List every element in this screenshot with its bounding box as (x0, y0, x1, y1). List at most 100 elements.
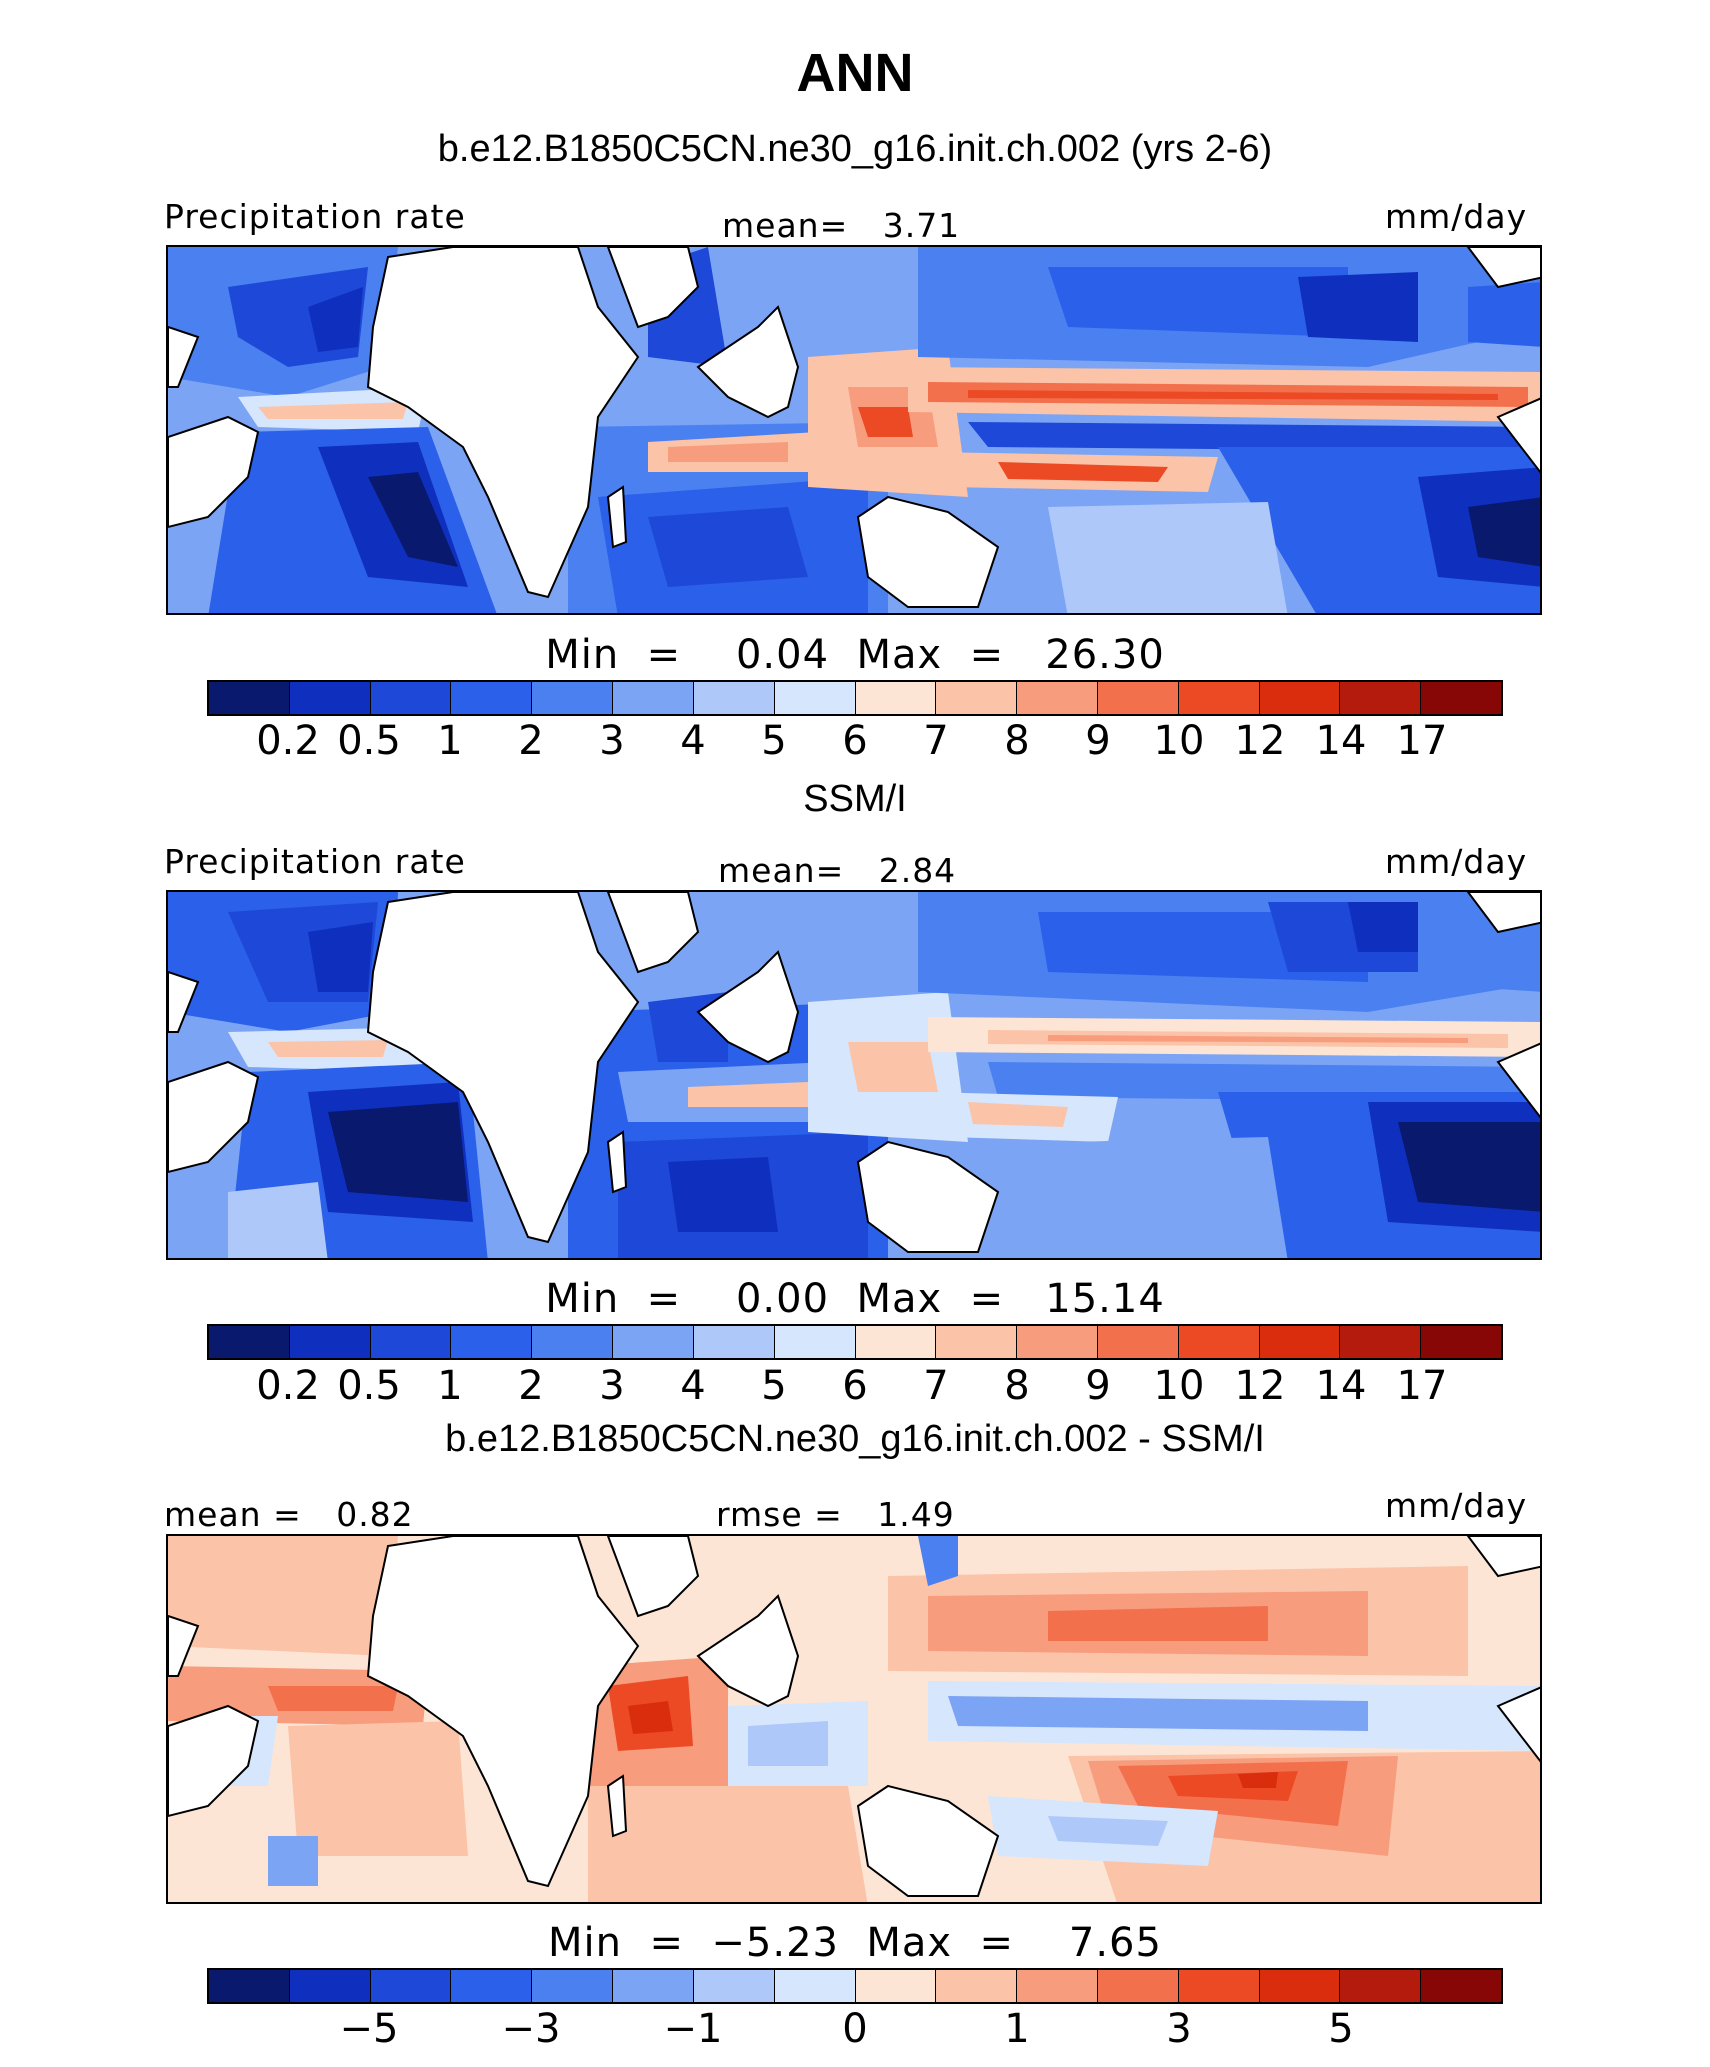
colorbar-tick-label: 2 (518, 1363, 544, 1409)
panel-2-title: SSM/I (803, 778, 907, 820)
colorbar-tick-label: 7 (923, 718, 949, 764)
colorbar-swatch (936, 1970, 1018, 2002)
colorbar-tick-label: 12 (1234, 1363, 1286, 1409)
colorbar-swatch (370, 682, 452, 714)
colorbar-swatch (1340, 682, 1422, 714)
colorbar-swatch (1340, 1326, 1422, 1358)
colorbar-swatch (693, 1970, 775, 2002)
panel-3-rmse-label: rmse = 1.49 (716, 1495, 955, 1534)
colorbar-swatch (209, 1970, 290, 2002)
panel-3-minmax: Min = −5.23 Max = 7.65 (548, 1920, 1162, 1966)
colorbar-tick-label: 1 (437, 718, 463, 764)
colorbar-tick-label: 10 (1153, 1363, 1205, 1409)
colorbar-tick-label: 5 (761, 1363, 787, 1409)
colorbar-swatch (1017, 1970, 1098, 2002)
colorbar-tick-label: 9 (1085, 718, 1111, 764)
colorbar-swatch (289, 1970, 371, 2002)
panel-1-units-label: mm/day (1385, 197, 1528, 236)
colorbar-swatch (209, 682, 290, 714)
colorbar-swatch (693, 682, 775, 714)
colorbar-swatch (1178, 682, 1260, 714)
colorbar-tick-label: 17 (1396, 718, 1448, 764)
colorbar-swatch (1178, 1970, 1260, 2002)
colorbar-tick-label: 10 (1153, 718, 1205, 764)
page-title: ANN (796, 43, 914, 103)
panel-3-colorbar-labels: −5 −3 −1 0 1 3 5 (207, 2006, 1503, 2054)
colorbar-swatch (1097, 1326, 1179, 1358)
colorbar-swatch (774, 1326, 856, 1358)
panel-3-units-label: mm/day (1385, 1486, 1528, 1525)
colorbar-swatch (1017, 1326, 1098, 1358)
colorbar-swatch (936, 1326, 1018, 1358)
colorbar-swatch (370, 1326, 452, 1358)
colorbar-swatch (774, 682, 856, 714)
colorbar-tick-label: 8 (1004, 718, 1030, 764)
colorbar-swatch (693, 1326, 775, 1358)
panel-1-variable-label: Precipitation rate (164, 197, 466, 236)
colorbar-swatch (209, 1326, 290, 1358)
panel-2-variable-label: Precipitation rate (164, 842, 466, 881)
colorbar-swatch (1259, 1326, 1341, 1358)
colorbar-tick-label: 12 (1234, 718, 1286, 764)
colorbar-swatch (613, 682, 694, 714)
panel-3-map (166, 1534, 1542, 1904)
colorbar-tick-label: 0.5 (337, 718, 401, 764)
panel-2-mean-label: mean= 2.84 (718, 851, 957, 890)
colorbar-tick-label: 7 (923, 1363, 949, 1409)
panel-2-units-label: mm/day (1385, 842, 1528, 881)
colorbar-swatch (1017, 682, 1098, 714)
colorbar-tick-label: 3 (599, 718, 625, 764)
colorbar-swatch (936, 682, 1018, 714)
colorbar-tick-label: 6 (842, 718, 868, 764)
colorbar-swatch (370, 1970, 452, 2002)
colorbar-tick-label: 9 (1085, 1363, 1111, 1409)
colorbar-swatch (613, 1326, 694, 1358)
colorbar-tick-label: 17 (1396, 1363, 1448, 1409)
colorbar-tick-label: 0.5 (337, 1363, 401, 1409)
colorbar-tick-label: 0.2 (256, 1363, 320, 1409)
panel-1-map (166, 245, 1542, 615)
colorbar-swatch (613, 1970, 694, 2002)
colorbar-tick-label: 8 (1004, 1363, 1030, 1409)
colorbar-tick-label: 14 (1315, 1363, 1367, 1409)
colorbar-tick-label: 4 (680, 1363, 706, 1409)
colorbar-swatch (1421, 1326, 1501, 1358)
colorbar-tick-label: 1 (1004, 2006, 1030, 2052)
colorbar-swatch (289, 1326, 371, 1358)
panel-2-map (166, 890, 1542, 1260)
colorbar-swatch (1259, 682, 1341, 714)
colorbar-swatch (532, 1326, 614, 1358)
colorbar-swatch (1178, 1326, 1260, 1358)
colorbar-swatch (1259, 1970, 1341, 2002)
panel-1-colorbar-labels: 0.2 0.5 1 2 3 4 5 6 7 8 9 10 12 14 17 (207, 718, 1503, 766)
colorbar-tick-label: 1 (437, 1363, 463, 1409)
colorbar-tick-label: 3 (599, 1363, 625, 1409)
colorbar-swatch (1097, 682, 1179, 714)
colorbar-tick-label: 5 (761, 718, 787, 764)
colorbar-swatch (1421, 682, 1501, 714)
colorbar-tick-label: 2 (518, 718, 544, 764)
panel-3-mean-label: mean = 0.82 (164, 1495, 414, 1534)
colorbar-tick-label: −3 (501, 2006, 561, 2052)
colorbar-swatch (1097, 1970, 1179, 2002)
colorbar-swatch (1340, 1970, 1422, 2002)
panel-2-minmax: Min = 0.00 Max = 15.14 (545, 1276, 1165, 1322)
colorbar-tick-label: 6 (842, 1363, 868, 1409)
panel-3-colorbar (207, 1968, 1503, 2004)
colorbar-tick-label: 5 (1328, 2006, 1354, 2052)
colorbar-swatch (855, 682, 937, 714)
panel-3-title: b.e12.B1850C5CN.ne30_g16.init.ch.002 - S… (445, 1418, 1265, 1460)
colorbar-swatch (451, 1970, 533, 2002)
panel-2-colorbar (207, 1324, 1503, 1360)
colorbar-tick-label: 0 (842, 2006, 868, 2052)
colorbar-tick-label: 14 (1315, 718, 1367, 764)
colorbar-tick-label: −5 (339, 2006, 399, 2052)
panel-1-mean-label: mean= 3.71 (722, 206, 961, 245)
colorbar-swatch (532, 682, 614, 714)
panel-1-title: b.e12.B1850C5CN.ne30_g16.init.ch.002 (yr… (437, 128, 1273, 170)
colorbar-tick-label: 3 (1166, 2006, 1192, 2052)
panel-1-minmax: Min = 0.04 Max = 26.30 (545, 632, 1165, 678)
colorbar-swatch (1421, 1970, 1501, 2002)
colorbar-swatch (451, 1326, 533, 1358)
colorbar-swatch (774, 1970, 856, 2002)
